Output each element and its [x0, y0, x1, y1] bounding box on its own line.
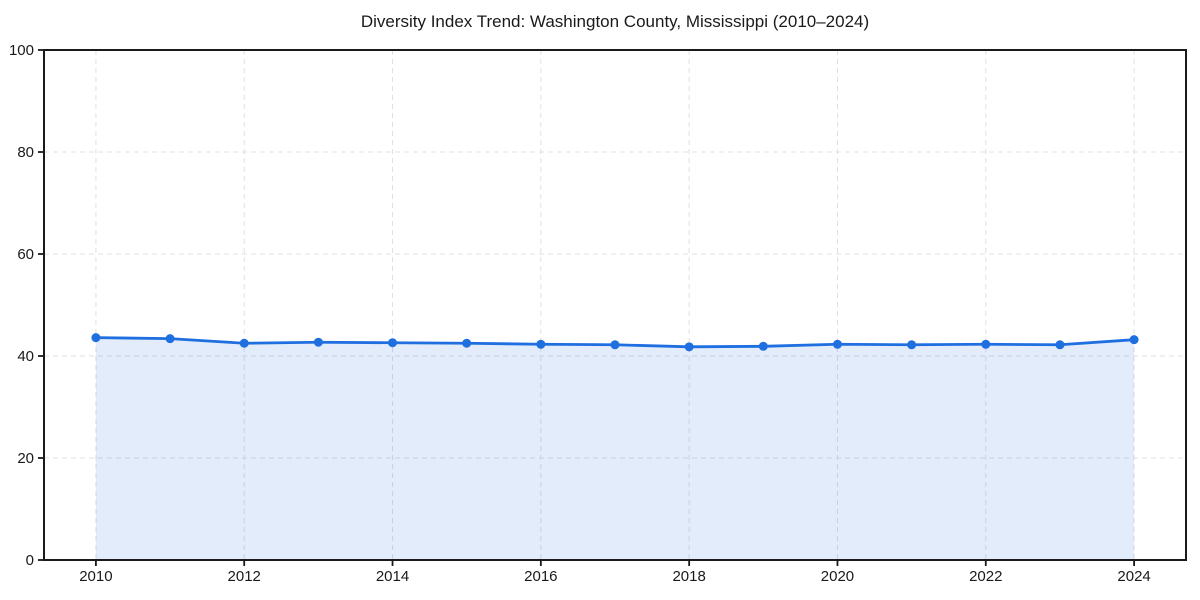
x-tick-label: 2012 — [228, 568, 261, 585]
x-tick-label: 2010 — [79, 568, 112, 585]
data-point-2013 — [313, 337, 323, 347]
x-tick-label: 2020 — [821, 568, 854, 585]
data-point-2018 — [684, 342, 694, 352]
data-point-2017 — [610, 340, 620, 350]
y-tick-label: 20 — [17, 450, 34, 467]
data-point-2014 — [388, 338, 398, 348]
data-point-2011 — [165, 334, 175, 344]
area-fill — [95, 337, 1135, 560]
data-point-2020 — [832, 339, 842, 349]
x-tick-label: 2022 — [969, 568, 1002, 585]
y-tick-label: 0 — [26, 552, 34, 569]
y-tick-label: 80 — [17, 144, 34, 161]
data-point-2021 — [907, 340, 917, 350]
data-point-2023 — [1055, 340, 1065, 350]
x-tick-label: 2014 — [376, 568, 409, 585]
data-point-2010 — [91, 333, 101, 343]
data-point-2016 — [536, 339, 546, 349]
data-point-2022 — [981, 339, 991, 349]
y-tick-label: 40 — [17, 348, 34, 365]
data-point-2024 — [1129, 335, 1139, 345]
data-point-2015 — [462, 338, 472, 348]
x-tick-label: 2024 — [1117, 568, 1150, 585]
plot-border — [43, 49, 1187, 561]
y-tick-label: 100 — [9, 42, 34, 59]
y-tick-label: 60 — [17, 246, 34, 263]
data-point-2019 — [758, 341, 768, 351]
chart-title: Diversity Index Trend: Washington County… — [360, 12, 870, 31]
x-tick-label: 2016 — [524, 568, 557, 585]
data-point-2012 — [239, 338, 249, 348]
x-tick-label: 2018 — [672, 568, 705, 585]
